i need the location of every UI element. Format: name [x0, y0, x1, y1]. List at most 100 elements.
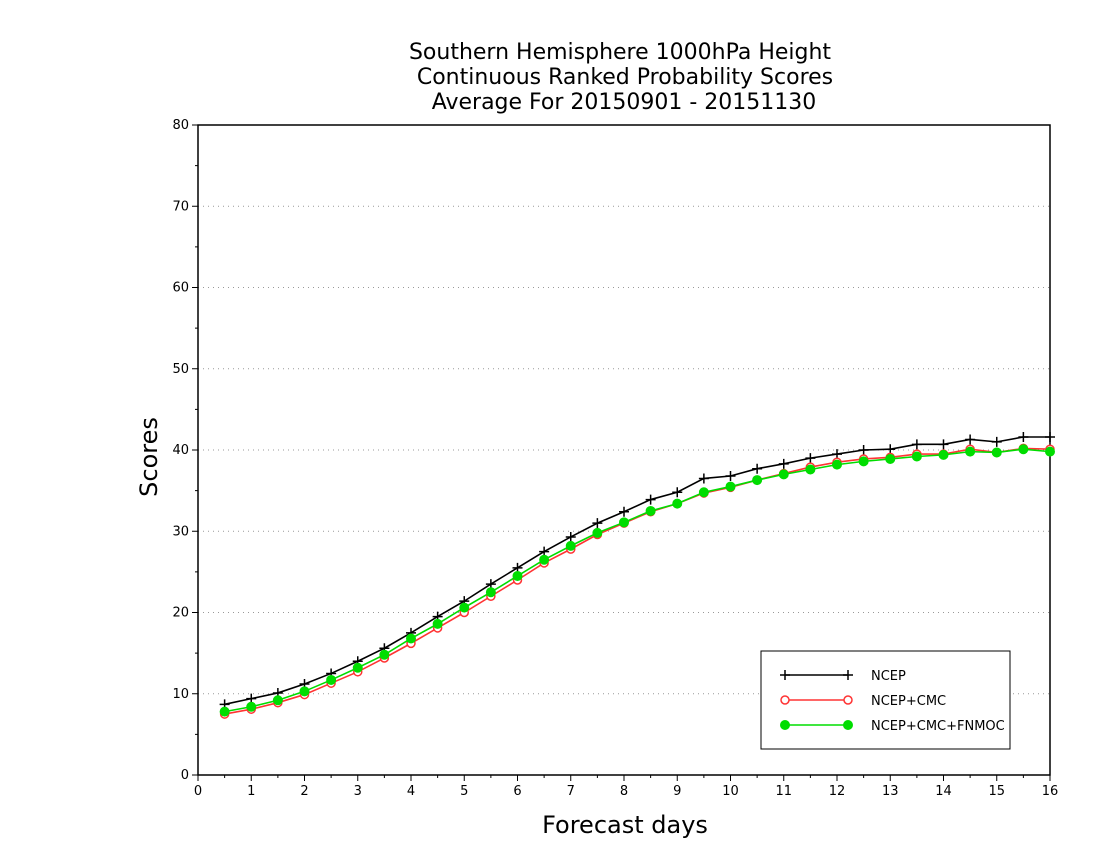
series-ncep-point [672, 487, 683, 498]
y-tick-label: 50 [172, 362, 189, 377]
series-ncep-cmc-fnmoc-point [832, 459, 842, 470]
series-ncep-point [698, 473, 709, 484]
series-ncep-cmc-fnmoc-point [805, 464, 816, 475]
x-tick-label: 16 [1042, 784, 1059, 799]
y-tick-label: 60 [172, 281, 189, 296]
legend-ncep-cmc-fnmoc-end-point [843, 720, 853, 730]
legend-ncep-cmc-end-point [843, 695, 853, 705]
x-tick-label: 8 [620, 784, 628, 799]
series-ncep-point [965, 434, 976, 445]
series-ncep-cmc-fnmoc-point [965, 446, 976, 457]
series-ncep-point [1018, 432, 1029, 442]
series-ncep-cmc-fnmoc-point [299, 686, 310, 697]
title-line-2: Continuous Ranked Probability Scores [417, 65, 833, 90]
x-tick-label: 10 [722, 784, 739, 799]
x-tick-label: 11 [775, 784, 792, 799]
y-tick-label: 80 [172, 118, 189, 133]
x-tick-label: 3 [354, 784, 362, 799]
series-ncep-point [832, 449, 842, 460]
x-tick-label: 12 [829, 784, 846, 799]
legend-ncep-end-point [843, 670, 853, 680]
series-ncep-cmc-fnmoc-point [219, 706, 230, 717]
x-tick-label: 15 [988, 784, 1005, 799]
series-ncep-cmc-fnmoc-point [459, 602, 470, 613]
y-tick-label: 40 [172, 443, 189, 458]
series-ncep-point [752, 463, 763, 474]
series-ncep-point [725, 471, 736, 481]
series-ncep-point [1045, 432, 1055, 442]
y-tick-label: 0 [181, 768, 189, 783]
legend-ncep-start-point [780, 670, 790, 680]
x-tick-label: 1 [247, 784, 255, 799]
series-ncep-cmc-fnmoc-point [938, 449, 949, 460]
series-ncep-cmc-fnmoc-point [858, 456, 869, 467]
series-ncep-cmc-fnmoc [219, 444, 1055, 717]
series-ncep-point [885, 444, 896, 455]
series-ncep-cmc-fnmoc-point [1018, 444, 1029, 455]
series-ncep-cmc-fnmoc-point [246, 701, 257, 712]
series-ncep-cmc-fnmoc-point [672, 498, 683, 509]
y-tick-label: 70 [172, 199, 189, 214]
x-tick-label: 0 [194, 784, 202, 799]
series-ncep-cmc-fnmoc-point [406, 633, 416, 644]
legend-ncep-cmc-label: NCEP+CMC [871, 694, 946, 709]
x-tick-label: 14 [935, 784, 952, 799]
series-ncep-point [592, 518, 603, 529]
legend-ncep-cmc-fnmoc-label: NCEP+CMC+FNMOC [871, 719, 1005, 734]
series-ncep-point [911, 439, 922, 450]
x-tick-label: 5 [460, 784, 468, 799]
x-axis-label: Forecast days [542, 811, 708, 839]
series-ncep-cmc-fnmoc-point [432, 618, 443, 629]
series-ncep-line [224, 436, 1050, 706]
series-ncep-cmc-fnmoc-point [911, 451, 922, 462]
series-ncep-point [991, 436, 1002, 447]
series-ncep-point [619, 506, 629, 517]
y-axis-label: Scores [135, 417, 163, 497]
series-ncep-cmc-fnmoc-point [565, 540, 576, 551]
series-ncep-cmc-fnmoc-point [379, 649, 390, 660]
series-ncep-cmc-fnmoc-point [272, 695, 283, 706]
y-tick-label: 20 [172, 606, 189, 621]
x-tick-label: 6 [513, 784, 521, 799]
series-ncep-point [805, 453, 816, 464]
series-ncep-cmc-fnmoc-point [1045, 446, 1055, 457]
series-layer [219, 432, 1055, 719]
series-ncep-cmc-fnmoc-point [725, 481, 736, 492]
x-axis-ticks: 0 1 2 3 4 5 6 7 8 9 10 11 12 13 14 15 16 [194, 775, 1058, 799]
x-tick-label: 2 [300, 784, 308, 799]
series-ncep-point [938, 439, 949, 450]
series-ncep-cmc-fnmoc-point [512, 570, 523, 581]
series-ncep-cmc-fnmoc-point [752, 475, 763, 486]
series-ncep-cmc-fnmoc-point [326, 674, 337, 685]
series-ncep [219, 432, 1055, 710]
series-ncep-cmc-fnmoc-point [885, 453, 896, 464]
series-ncep-cmc-fnmoc-point [352, 662, 363, 673]
series-ncep-cmc-fnmoc-point [485, 587, 496, 598]
y-tick-label: 10 [172, 687, 189, 702]
x-tick-label: 13 [882, 784, 899, 799]
x-tick-label: 4 [407, 784, 415, 799]
y-tick-label: 30 [172, 524, 189, 539]
series-ncep-cmc-fnmoc-point [645, 505, 656, 516]
x-tick-label: 9 [673, 784, 681, 799]
legend-ncep-cmc-start-point [780, 695, 790, 705]
legend-ncep-label: NCEP [871, 669, 906, 684]
series-ncep-point [645, 494, 656, 505]
y-axis-ticks: 0 10 20 30 40 50 60 70 80 [172, 118, 198, 783]
series-ncep-point [565, 531, 576, 542]
series-ncep-cmc-fnmoc-point [778, 469, 789, 480]
chart-title: Southern Hemisphere 1000hPa Height Conti… [409, 40, 833, 115]
series-ncep-cmc-fnmoc-point [619, 517, 629, 528]
series-ncep-point [778, 458, 789, 469]
series-ncep-cmc-fnmoc-point [592, 527, 603, 538]
series-ncep-cmc-fnmoc-point [539, 554, 550, 565]
series-ncep-point [858, 445, 869, 455]
title-line-1: Southern Hemisphere 1000hPa Height [409, 40, 831, 65]
title-line-3: Average For 20150901 - 20151130 [432, 90, 817, 115]
x-tick-label: 7 [567, 784, 575, 799]
y-gridlines [198, 205, 1050, 695]
series-ncep-cmc-fnmoc-point [991, 447, 1002, 458]
legend: NCEP NCEP+CMC NCEP+CMC+FNMOC [760, 650, 1011, 750]
series-ncep-cmc-fnmoc-point [698, 487, 709, 498]
